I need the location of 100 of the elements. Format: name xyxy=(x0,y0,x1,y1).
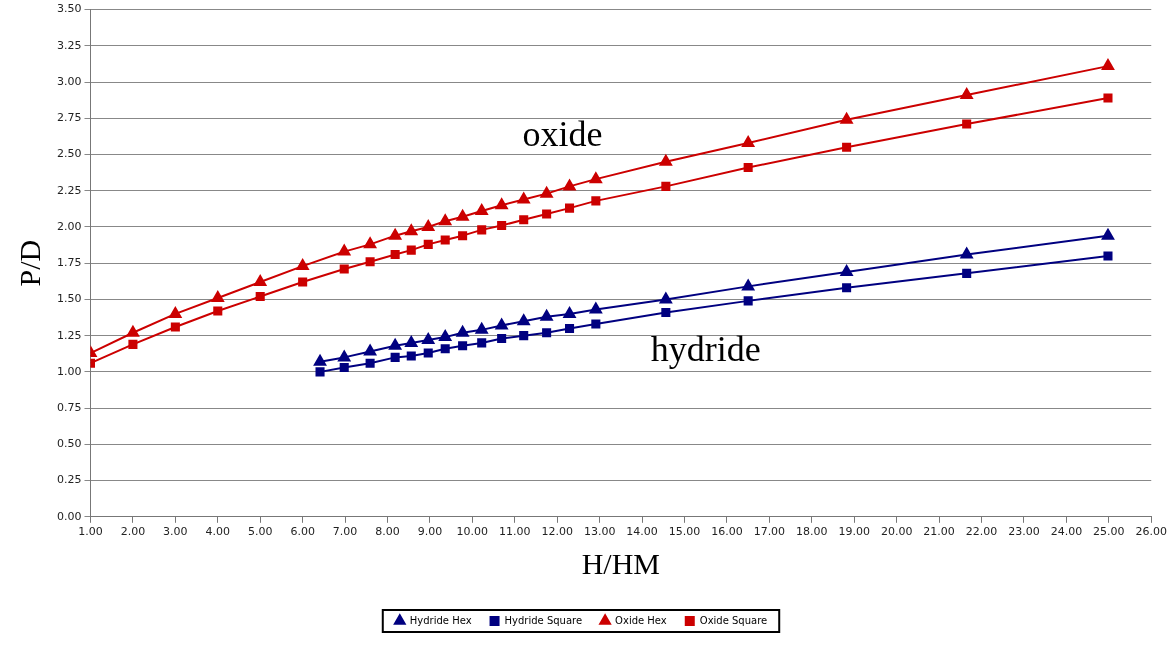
point xyxy=(540,186,553,198)
point xyxy=(315,367,325,377)
point xyxy=(1103,93,1113,103)
point xyxy=(365,257,375,267)
point xyxy=(661,307,671,318)
legend-label: Oxide Hex xyxy=(615,614,667,626)
point xyxy=(211,290,224,302)
x-tick-label: 17.00 xyxy=(753,525,786,539)
point xyxy=(422,219,435,231)
point xyxy=(458,341,468,351)
point xyxy=(422,333,435,345)
point xyxy=(456,209,469,221)
point xyxy=(475,322,488,334)
x-tick-label: 12.00 xyxy=(541,525,573,539)
x-tick-label: 19.00 xyxy=(838,525,870,539)
point xyxy=(339,363,349,373)
point xyxy=(475,204,488,216)
point xyxy=(589,302,603,314)
x-tick-label: 15.00 xyxy=(668,525,701,539)
point xyxy=(565,203,575,213)
point xyxy=(840,264,853,276)
point xyxy=(169,306,182,318)
point xyxy=(743,296,753,306)
point xyxy=(497,334,507,344)
point xyxy=(962,119,972,129)
point xyxy=(842,283,852,293)
point xyxy=(1101,228,1115,240)
point xyxy=(406,351,416,361)
x-axis-title: H/HM xyxy=(581,546,661,580)
point xyxy=(390,352,400,362)
point xyxy=(563,306,576,318)
x-tick-label: 20.00 xyxy=(880,525,913,539)
annotation: oxide xyxy=(522,113,603,154)
point xyxy=(405,335,418,347)
point xyxy=(517,192,530,204)
y-tick-label: 2.00 xyxy=(56,219,82,233)
point xyxy=(542,209,552,219)
x-tick-label: 3.00 xyxy=(163,525,188,539)
point xyxy=(298,277,308,287)
x-tick-label: 1.00 xyxy=(78,525,103,539)
point xyxy=(458,231,468,241)
x-tick-label: 21.00 xyxy=(923,525,955,539)
point xyxy=(495,198,508,210)
point xyxy=(741,135,755,147)
y-tick-label: 1.75 xyxy=(56,256,82,270)
point xyxy=(741,279,755,291)
point xyxy=(388,338,402,350)
x-tick-label: 22.00 xyxy=(965,525,998,539)
x-tick-label: 13.00 xyxy=(583,525,616,539)
point xyxy=(170,322,180,332)
point xyxy=(128,339,138,349)
point xyxy=(213,306,223,316)
y-tick-label: 2.25 xyxy=(56,183,82,197)
point xyxy=(365,358,375,368)
y-tick-label: 1.50 xyxy=(56,292,82,306)
point xyxy=(363,344,377,356)
y-tick-label: 1.25 xyxy=(56,328,82,342)
x-tick-label: 23.00 xyxy=(1008,525,1040,539)
point xyxy=(423,239,433,249)
point xyxy=(563,179,576,191)
y-tick-label: 0.00 xyxy=(56,509,82,523)
point xyxy=(591,319,601,329)
x-tick-label: 18.00 xyxy=(796,525,828,539)
y-tick-label: 0.50 xyxy=(56,437,82,451)
annotation: hydride xyxy=(650,329,761,370)
point xyxy=(589,172,603,184)
x-tick-label: 5.00 xyxy=(247,525,273,539)
point xyxy=(519,331,529,341)
point xyxy=(338,350,351,362)
point xyxy=(456,325,469,337)
x-tick-label: 6.00 xyxy=(290,525,315,539)
x-tick-label: 14.00 xyxy=(626,525,658,539)
point xyxy=(440,235,450,245)
point xyxy=(296,259,309,271)
y-tick-label: 2.50 xyxy=(56,147,82,161)
point xyxy=(495,318,508,330)
point xyxy=(497,220,507,231)
y-axis-title: P/D xyxy=(12,239,46,287)
x-tick-label: 26.00 xyxy=(1135,525,1167,539)
point xyxy=(313,354,327,366)
point xyxy=(405,224,418,236)
point xyxy=(962,268,972,278)
point xyxy=(423,348,433,358)
y-tick-label: 2.75 xyxy=(56,111,82,125)
point xyxy=(390,249,400,260)
point xyxy=(659,292,673,304)
point xyxy=(388,228,402,240)
point xyxy=(960,88,973,100)
x-tick-label: 4.00 xyxy=(205,525,231,539)
point xyxy=(517,314,530,326)
x-tick-label: 11.00 xyxy=(499,525,531,539)
y-tick-label: 3.50 xyxy=(56,2,82,16)
point xyxy=(126,325,140,337)
x-tick-label: 9.00 xyxy=(417,525,443,539)
point xyxy=(842,142,852,152)
y-tick-label: 3.00 xyxy=(56,74,82,88)
x-tick-label: 10.00 xyxy=(456,525,489,539)
point xyxy=(439,330,452,342)
point xyxy=(591,196,601,206)
point xyxy=(542,328,552,338)
